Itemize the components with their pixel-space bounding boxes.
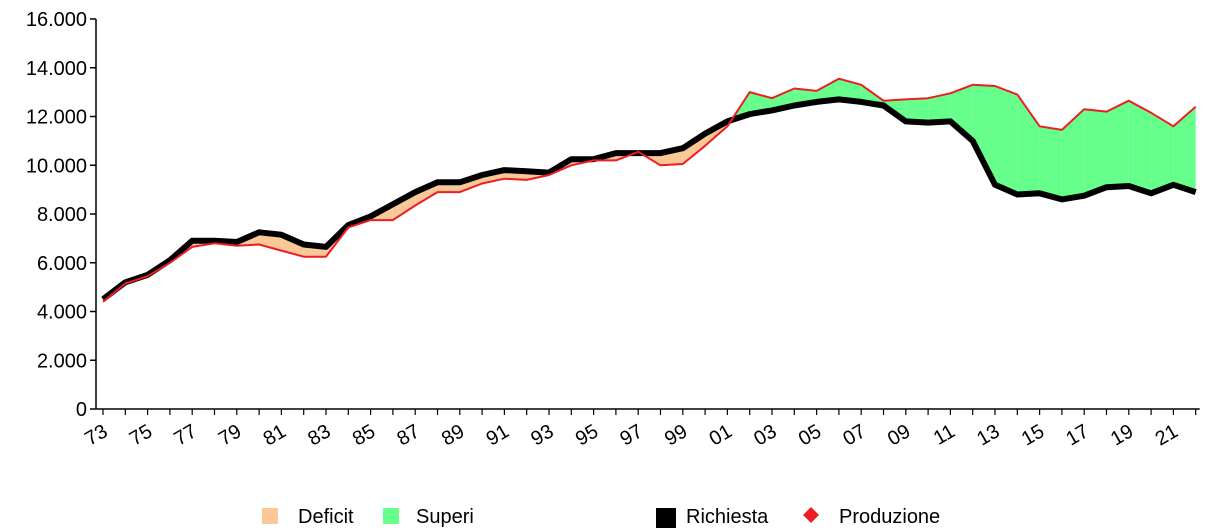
superi-area	[1039, 126, 1062, 200]
legend-label-richiesta: Richiesta	[686, 506, 769, 528]
axes: 0 2.000 4.000 6.000 8.000 10.000 12.000 14.000 1…	[26, 9, 1200, 450]
y-tick-label: 12.000	[26, 107, 87, 129]
x-tick-label: 83	[304, 420, 334, 450]
x-tick-label: 79	[215, 420, 245, 450]
x-tick-label: 07	[839, 420, 869, 450]
x-tick-label: 75	[126, 420, 156, 450]
series-line-richiesta	[101, 96, 1197, 302]
x-tick-label: 15	[1018, 420, 1048, 450]
legend-label-deficit: Deficit	[298, 506, 354, 528]
legend: Deficit Superi Richiesta Produzione	[262, 506, 940, 528]
superi-area	[905, 98, 929, 123]
x-tick-label: 95	[572, 420, 602, 450]
series-lines	[101, 77, 1197, 303]
x-tick-label: 87	[393, 420, 423, 450]
superi-area	[1084, 109, 1107, 196]
legend-label-produzione: Produzione	[839, 506, 940, 528]
superi-area	[1173, 106, 1196, 193]
x-tick-label: 21	[1152, 420, 1182, 450]
superi-area	[1106, 100, 1129, 188]
series-line-produzione	[102, 77, 1197, 303]
deficit-area	[415, 182, 438, 206]
x-tick-label: 91	[483, 420, 513, 450]
superi-area	[1151, 112, 1174, 194]
superi-area	[995, 86, 1018, 195]
deficit-area	[682, 133, 706, 164]
y-tick-label: 8.000	[37, 204, 87, 226]
y-tick-label: 10.000	[26, 155, 87, 177]
superi-area	[816, 78, 839, 102]
x-tick-label: 89	[438, 420, 468, 450]
x-tick-label: 77	[170, 420, 200, 450]
fill-areas	[103, 78, 1196, 302]
x-tick-label: 09	[884, 420, 914, 450]
legend-swatch-superi	[383, 508, 399, 524]
legend-label-superi: Superi	[416, 506, 474, 528]
x-tick-label: 05	[795, 420, 825, 450]
x-tick-label: 85	[349, 420, 379, 450]
superi-area	[838, 78, 862, 102]
y-tick-label: 6.000	[37, 253, 87, 275]
superi-area	[1061, 109, 1085, 200]
x-tick-label: 99	[661, 420, 691, 450]
x-tick-label: 11	[930, 420, 959, 449]
x-tick-label: 17	[1062, 420, 1092, 450]
y-tick-label: 0	[76, 399, 87, 421]
superi-area	[972, 84, 995, 185]
legend-swatch-richiesta	[656, 508, 676, 528]
x-tick-label: 93	[527, 420, 557, 450]
superi-area	[950, 84, 973, 141]
y-tick-label: 4.000	[37, 302, 87, 324]
x-tick-label: 81	[260, 420, 290, 450]
deficit-area	[392, 192, 416, 221]
x-tick-label: 19	[1107, 420, 1137, 450]
x-tick-label: 13	[973, 420, 1003, 450]
x-tick-label: 01	[706, 420, 736, 450]
x-tick-label: 97	[616, 420, 646, 450]
superi-area	[928, 93, 951, 123]
y-tick-label: 16.000	[26, 9, 87, 31]
y-tick-label: 2.000	[37, 350, 87, 372]
x-tick-label: 03	[750, 420, 780, 450]
legend-marker-produzione	[803, 507, 819, 523]
legend-swatch-deficit	[262, 508, 278, 524]
superi-area	[1128, 100, 1152, 194]
x-tick-label: 73	[81, 420, 111, 450]
y-tick-label: 14.000	[26, 58, 87, 80]
